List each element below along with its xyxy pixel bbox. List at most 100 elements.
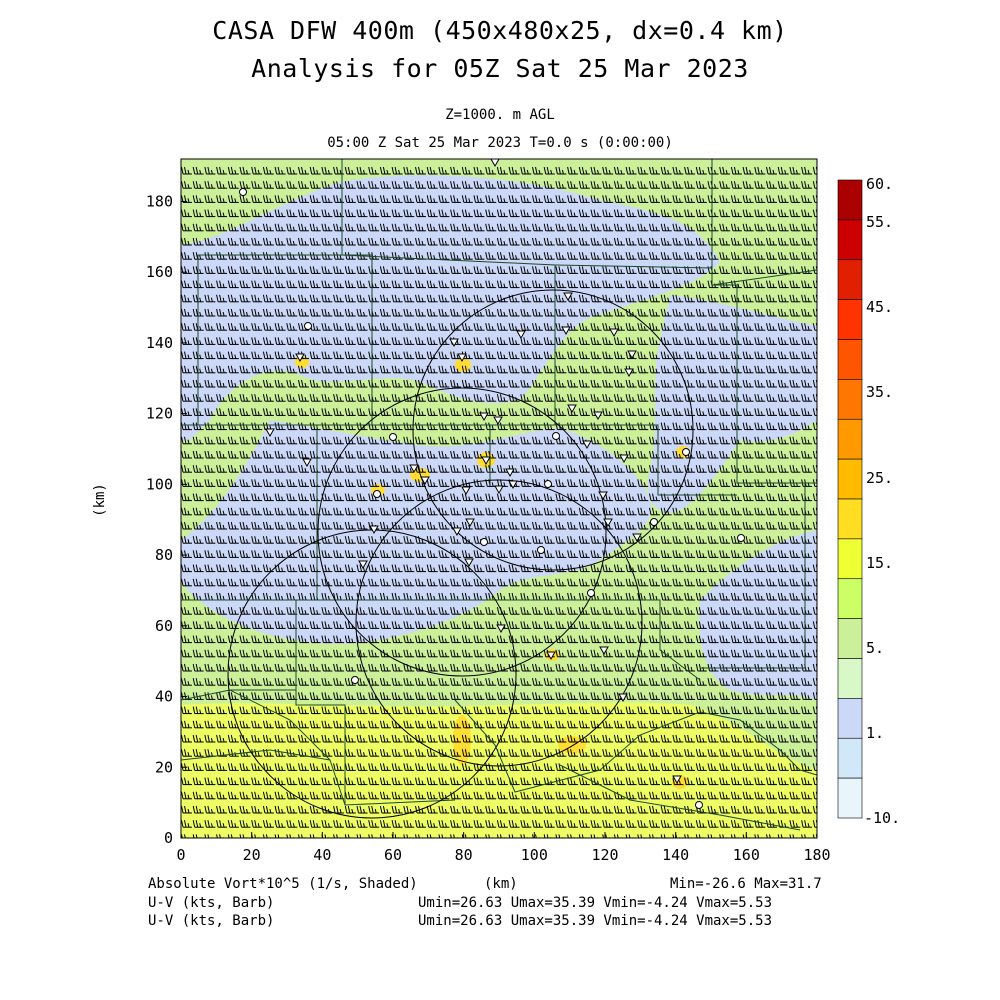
wind-barb [672, 209, 684, 218]
station-circle [537, 546, 545, 554]
wind-barb [602, 237, 614, 246]
wind-barb [227, 237, 239, 246]
wind-barb [181, 181, 192, 189]
colorbar-segment [837, 219, 863, 261]
wind-barb [555, 237, 567, 246]
shaded-field-label: Absolute Vort*10^5 (1/s, Shaded) [148, 876, 418, 892]
wind-barb [567, 195, 579, 203]
wind-barb [391, 166, 403, 175]
wind-barb [660, 209, 672, 218]
colorbar-segment [837, 458, 863, 500]
wind-barb [672, 195, 684, 203]
x-tick-label: 120 [591, 846, 618, 864]
wind-barb [461, 195, 473, 203]
y-tick-label: 60 [155, 617, 173, 635]
wind-barb [438, 237, 450, 246]
wind-barb [532, 237, 543, 246]
wind-barb [684, 166, 696, 175]
wind-barb [216, 223, 228, 232]
wind-barb [625, 166, 637, 175]
wind-barb [438, 209, 450, 218]
wind-barb [309, 166, 321, 175]
wind-barb [344, 237, 356, 246]
wind-barb [227, 166, 239, 175]
wind-barb [262, 181, 274, 189]
wind-barb [590, 223, 602, 232]
plot-title-line1: CASA DFW 400m (450x480x25, dx=0.4 km) [212, 16, 788, 45]
wind-barb [391, 223, 403, 232]
wind-barb [660, 223, 672, 232]
wind-barb [543, 166, 555, 175]
station-circle [373, 490, 381, 498]
wind-barb [450, 252, 462, 260]
wind-barb [496, 195, 508, 203]
wind-barb [613, 166, 625, 175]
wind-barb [730, 237, 742, 246]
wind-barb [192, 166, 204, 175]
wind-barb [262, 252, 274, 260]
x-tick-label: 180 [803, 846, 830, 864]
wind-barb [578, 237, 590, 246]
colorbar-label: 60. [866, 175, 893, 193]
wind-barb [391, 209, 403, 218]
wind-barb [403, 237, 415, 246]
wind-barb [438, 223, 450, 232]
wind-barb [719, 237, 731, 246]
wind-barb [496, 181, 508, 189]
colorbar-segment [837, 698, 863, 739]
map-plot-area [181, 159, 817, 838]
wind-barb [660, 195, 672, 203]
station-circle [351, 676, 359, 684]
wind-barb [379, 195, 391, 203]
x-tick-label: 40 [313, 846, 331, 864]
wind-barb [789, 195, 801, 203]
wind-barb [262, 237, 274, 246]
wind-barb [590, 166, 602, 175]
wind-barb [192, 195, 204, 203]
wind-barb [508, 195, 520, 203]
wind-barb [298, 166, 309, 175]
wind-barb [415, 237, 426, 246]
wind-barb [426, 195, 438, 203]
wind-barb [730, 195, 742, 203]
wind-barb [777, 209, 789, 218]
barb-field-label-2: U-V (kts, Barb) [148, 913, 275, 929]
wind-barb [251, 209, 263, 218]
wind-barb [789, 237, 801, 246]
min-max-label: Min=-26.6 Max=31.7 [670, 876, 822, 892]
wind-barb [555, 223, 567, 232]
y-tick-label: 0 [164, 829, 173, 847]
wind-barb [649, 195, 660, 203]
wind-barb [777, 223, 789, 232]
wind-barb [602, 195, 614, 203]
wind-barb [239, 209, 251, 218]
wind-barb [262, 195, 274, 203]
wind-barb [801, 209, 813, 218]
wind-barb [181, 223, 192, 232]
wind-barb [742, 181, 754, 189]
wind-barb [286, 181, 298, 189]
wind-barb [695, 209, 707, 218]
wind-barb [309, 237, 321, 246]
wind-barb [216, 237, 228, 246]
wind-barb [578, 195, 590, 203]
wind-barb [625, 223, 637, 232]
wind-barb [286, 223, 298, 232]
wind-barb [543, 237, 555, 246]
wind-barb [637, 195, 649, 203]
wind-barb [625, 181, 637, 189]
wind-barb [356, 181, 368, 189]
wind-barb [274, 195, 286, 203]
wind-barb [637, 166, 649, 175]
wind-barb [333, 223, 345, 232]
wind-barb [754, 223, 766, 232]
wind-barb [719, 223, 731, 232]
wind-barb [532, 166, 543, 175]
wind-barb [672, 166, 684, 175]
wind-barb [625, 195, 637, 203]
colorbar-segment [837, 339, 863, 380]
wind-barb [473, 252, 485, 260]
wind-barb [204, 181, 216, 189]
wind-barb [508, 252, 520, 260]
x-tick-label: 160 [733, 846, 760, 864]
